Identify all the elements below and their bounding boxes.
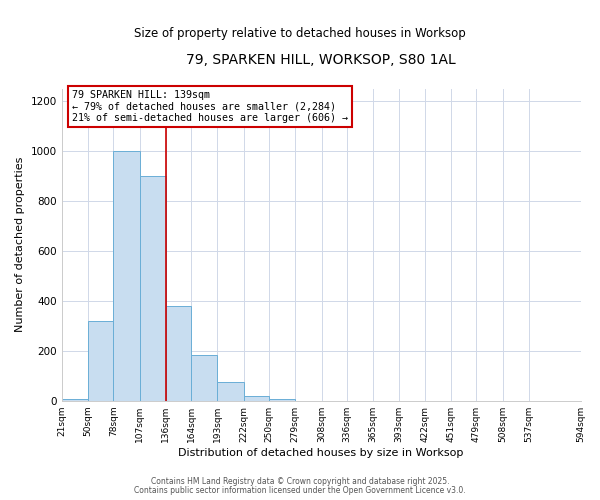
Bar	[166, 306, 191, 400]
Text: Contains HM Land Registry data © Crown copyright and database right 2025.: Contains HM Land Registry data © Crown c…	[151, 477, 449, 486]
Bar	[191, 354, 217, 401]
Bar	[244, 396, 269, 400]
Y-axis label: Number of detached properties: Number of detached properties	[15, 157, 25, 332]
Bar	[140, 176, 166, 400]
Bar	[217, 382, 244, 400]
Text: 79 SPARKEN HILL: 139sqm
← 79% of detached houses are smaller (2,284)
21% of semi: 79 SPARKEN HILL: 139sqm ← 79% of detache…	[72, 90, 348, 124]
Title: 79, SPARKEN HILL, WORKSOP, S80 1AL: 79, SPARKEN HILL, WORKSOP, S80 1AL	[186, 52, 456, 66]
Text: Contains public sector information licensed under the Open Government Licence v3: Contains public sector information licen…	[134, 486, 466, 495]
Bar	[113, 151, 140, 400]
Text: Size of property relative to detached houses in Worksop: Size of property relative to detached ho…	[134, 28, 466, 40]
X-axis label: Distribution of detached houses by size in Worksop: Distribution of detached houses by size …	[178, 448, 464, 458]
Bar	[88, 321, 113, 400]
